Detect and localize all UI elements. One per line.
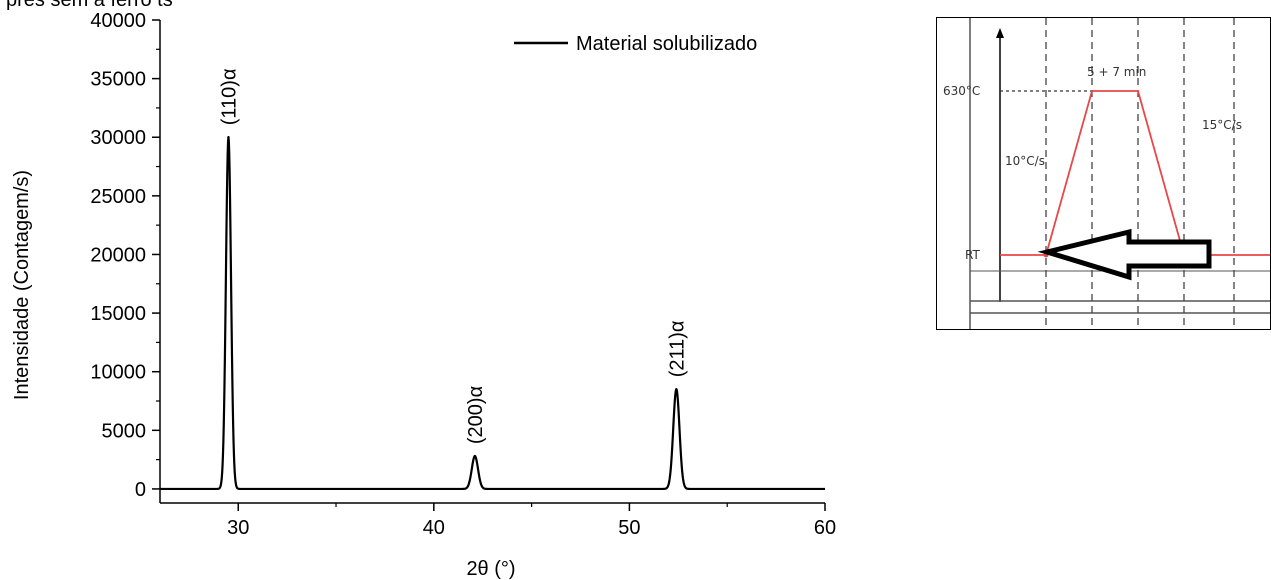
cooling-rate-label: 15°C/s (1202, 118, 1242, 132)
xrd-chart: pres sem a ferro ts (110)α (200)α (211)α 0… (6, 0, 836, 580)
x-axis-title: 2θ (°) (466, 558, 515, 580)
x-tick-label: 40 (423, 517, 445, 539)
x-tick-label: 60 (814, 517, 836, 539)
y-tick-label: 20000 (90, 244, 146, 266)
y-tick-label: 10000 (90, 362, 146, 384)
heat-treatment-diagram: 630°C RT 5 + 7 min 10°C/s 15°C/s (936, 17, 1271, 330)
legend-label: Material solubilizado (576, 33, 757, 55)
series-line (159, 136, 826, 491)
y-tick-label: 15000 (90, 303, 146, 325)
peak-point (227, 136, 230, 139)
peak-label: (200)α (465, 386, 487, 444)
hold-time-label: 5 + 7 min (1087, 65, 1146, 79)
x-tick-label: 50 (618, 517, 640, 539)
left-arrow-icon (1037, 228, 1212, 281)
y-tick-label: 5000 (102, 420, 147, 442)
temperature-profile-line (1000, 90, 1270, 256)
peak-label: (110)α (218, 68, 240, 125)
legend: Material solubilizado (514, 33, 757, 55)
temperature-label: 630°C (943, 84, 980, 98)
peak-point (473, 454, 477, 458)
arrow-head-icon (996, 28, 1004, 38)
heat-treatment-svg: 630°C RT 5 + 7 min 10°C/s 15°C/s (943, 18, 1270, 329)
y-tick-label: 0 (135, 479, 146, 501)
plot-area: (110)α (200)α (211)α (159, 20, 826, 504)
y-tick-label: 35000 (90, 69, 146, 91)
peak-label: (211)α (666, 321, 688, 378)
peak-point (675, 388, 678, 391)
axis-ticks: 0 5000 10000 15000 20000 25000 30000 35000 40000… (90, 10, 836, 539)
x-tick-label: 30 (227, 517, 249, 539)
y-tick-label: 25000 (90, 186, 146, 208)
y-tick-label: 30000 (90, 127, 146, 149)
y-tick-label: 40000 (90, 10, 146, 32)
header-fragment: pres sem a ferro ts (6, 0, 173, 11)
y-axis-title: Intensidade (Contagem/s) (11, 170, 33, 400)
heating-rate-label: 10°C/s (1005, 154, 1045, 168)
room-temperature-label: RT (965, 248, 980, 262)
